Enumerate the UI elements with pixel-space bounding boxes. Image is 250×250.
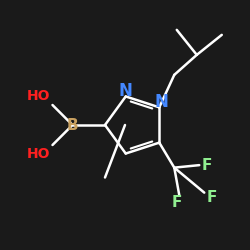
Text: N: N [119,82,133,100]
Text: F: F [202,158,212,173]
Text: HO: HO [26,148,50,162]
Text: B: B [67,118,78,132]
Text: F: F [172,195,182,210]
Text: F: F [206,190,217,205]
Text: HO: HO [26,88,50,102]
Text: N: N [155,93,169,111]
